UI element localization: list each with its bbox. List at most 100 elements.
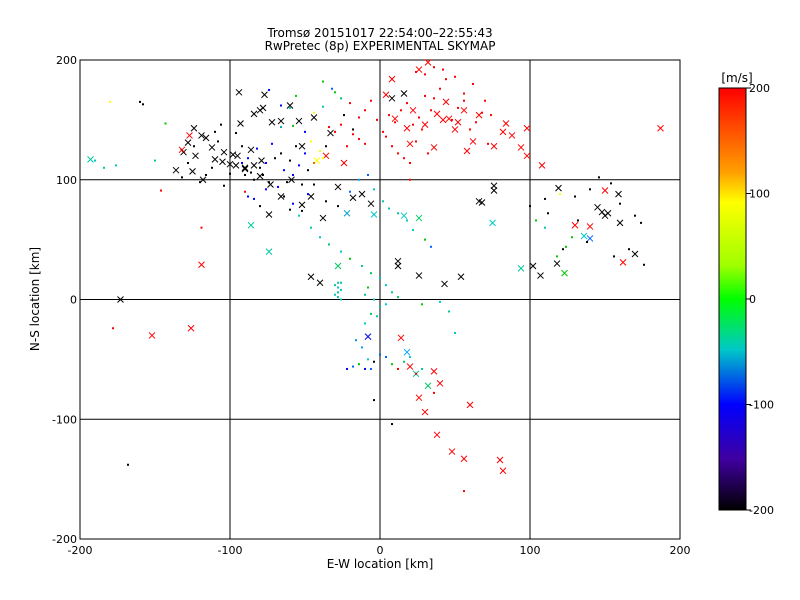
velocity-marker-dot [409, 355, 411, 358]
velocity-marker-dot [556, 255, 558, 258]
velocity-marker-dot [352, 128, 354, 131]
velocity-marker-dot [310, 226, 312, 229]
velocity-marker-dot [364, 367, 366, 370]
velocity-marker-dot [361, 264, 363, 267]
velocity-marker-x [208, 144, 216, 151]
velocity-marker-dot [613, 255, 615, 258]
velocity-marker-dot [211, 166, 213, 169]
velocity-marker-x [439, 116, 447, 124]
velocity-marker-dot [586, 241, 588, 244]
velocity-marker-x [261, 91, 268, 99]
velocity-marker-dot [571, 236, 573, 239]
velocity-marker-dot [313, 161, 315, 164]
velocity-marker-dot [376, 118, 378, 121]
velocity-marker-dot [472, 82, 474, 85]
velocity-marker-dot [559, 193, 561, 196]
velocity-marker-x [430, 367, 438, 375]
velocity-marker-dot [292, 173, 294, 176]
velocity-marker-dot [439, 300, 441, 303]
velocity-marker-x [247, 221, 255, 229]
velocity-marker-x [537, 272, 544, 279]
velocity-marker-x [415, 394, 423, 402]
colorbar-tick-label: -100 [749, 399, 774, 412]
velocity-marker-x [415, 272, 423, 279]
velocity-marker-dot [250, 171, 252, 174]
velocity-marker-x [187, 324, 195, 332]
velocity-marker-x [250, 162, 258, 169]
velocity-marker-dot [164, 122, 167, 125]
velocity-marker-x [235, 88, 243, 96]
velocity-marker-x [367, 200, 375, 208]
velocity-marker-dot [370, 272, 372, 275]
velocity-marker-dot [421, 367, 423, 370]
velocity-marker-x [250, 110, 258, 118]
velocity-marker-x [657, 124, 664, 132]
velocity-marker-dot [334, 130, 336, 133]
velocity-marker-dot [292, 124, 294, 127]
velocity-marker-dot [241, 145, 243, 148]
velocity-marker-dot [346, 145, 348, 148]
velocity-marker-x [430, 144, 438, 151]
velocity-marker-dot [160, 189, 162, 192]
velocity-marker-dot [295, 94, 297, 97]
x-tick-label: 200 [670, 544, 691, 557]
velocity-marker-dot [253, 178, 255, 181]
velocity-marker-dot [403, 360, 405, 363]
velocity-marker-dot [379, 353, 381, 356]
y-tick-label: -100 [52, 413, 77, 426]
velocity-marker-x [424, 382, 432, 390]
velocity-marker-dot [331, 87, 333, 90]
velocity-marker-x [358, 190, 366, 198]
velocity-marker-x [391, 115, 399, 123]
velocity-marker-x [87, 156, 94, 163]
velocity-marker-dot [256, 147, 258, 150]
velocity-marker-dot [619, 202, 621, 205]
velocity-marker-dot [274, 157, 276, 160]
velocity-marker-dot [328, 243, 330, 246]
velocity-marker-dot [445, 78, 447, 81]
velocity-marker-dot [610, 182, 612, 185]
velocity-marker-dot [280, 126, 282, 129]
velocity-marker-x [502, 120, 510, 127]
velocity-marker-dot [313, 183, 315, 186]
velocity-marker-x [178, 146, 186, 154]
velocity-marker-x [454, 118, 462, 126]
velocity-marker-x [529, 262, 537, 270]
velocity-marker-dot [364, 322, 366, 325]
velocity-marker-dot [544, 226, 546, 229]
velocity-marker-dot [259, 205, 261, 208]
velocity-marker-dot [265, 188, 267, 191]
chart-title: Tromsø 20151017 22:54:00–22:55:43 [266, 26, 492, 40]
velocity-marker-x [508, 132, 516, 139]
velocity-marker-dot [283, 195, 285, 198]
velocity-marker-dot [424, 73, 426, 76]
velocity-marker-dot [430, 245, 432, 248]
velocity-marker-dot [484, 99, 486, 102]
velocity-marker-dot [355, 339, 357, 342]
velocity-marker-x [615, 190, 622, 198]
y-tick-labels: -200 -100 0 100 200 [52, 54, 77, 546]
velocity-marker-dot [391, 145, 393, 148]
velocity-marker-x [586, 223, 594, 230]
velocity-marker-x [489, 219, 496, 227]
velocity-marker-dot [200, 226, 203, 229]
velocity-marker-x [394, 262, 402, 270]
velocity-marker-dot [271, 142, 273, 145]
velocity-marker-x [319, 214, 327, 222]
velocity-marker-x [561, 269, 568, 277]
velocity-marker-x [496, 456, 504, 464]
velocity-marker-dot [475, 121, 477, 124]
velocity-marker-dot [247, 195, 249, 198]
velocity-marker-dot [244, 173, 246, 176]
velocity-marker-dot [304, 130, 306, 133]
velocity-marker-dot [391, 363, 393, 366]
x-tick-labels: -200 -100 0 100 200 [68, 544, 691, 557]
colorbar-tick-label: 200 [749, 82, 770, 95]
velocity-marker-x [478, 199, 486, 206]
y-tick-label: -200 [52, 533, 77, 546]
velocity-marker-dot [304, 152, 306, 155]
velocity-marker-dot [385, 355, 387, 358]
velocity-marker-x [400, 90, 408, 97]
velocity-marker-dot [307, 169, 309, 172]
velocity-marker-dot [103, 166, 105, 169]
